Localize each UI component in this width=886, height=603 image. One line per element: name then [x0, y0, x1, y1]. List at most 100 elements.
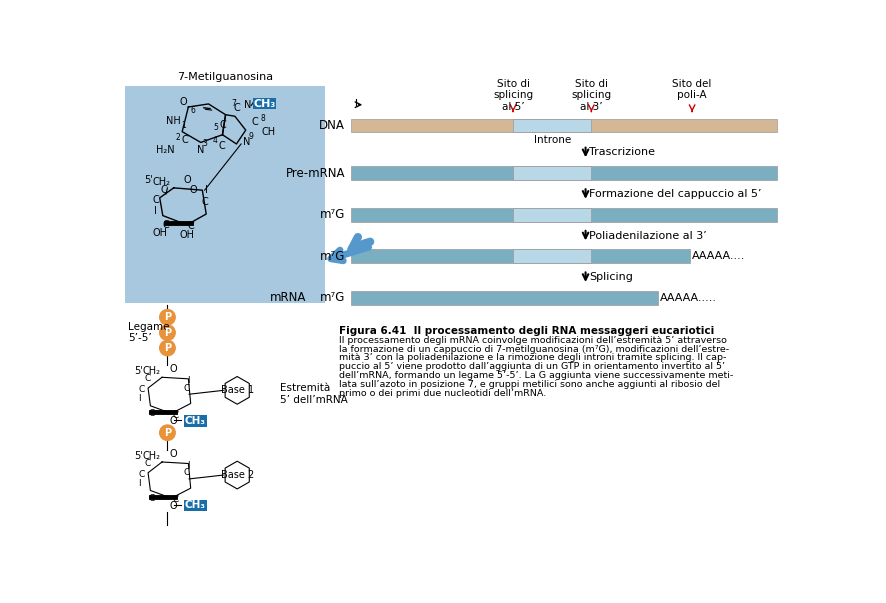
Text: I: I: [138, 394, 141, 403]
Text: puccio al 5’ viene prodotto dall’aggiunta di un GTP in orientamento invertito al: puccio al 5’ viene prodotto dall’aggiunt…: [339, 362, 725, 371]
Text: C: C: [173, 411, 179, 420]
Text: C: C: [183, 469, 190, 477]
FancyBboxPatch shape: [351, 250, 689, 264]
Text: CH: CH: [260, 127, 275, 137]
Text: C: C: [173, 495, 179, 504]
Text: OH: OH: [179, 230, 194, 240]
FancyBboxPatch shape: [351, 166, 776, 180]
Text: C: C: [220, 120, 226, 130]
Text: I: I: [187, 376, 190, 385]
Text: C: C: [218, 140, 225, 151]
Text: Pre-mRNA: Pre-mRNA: [285, 167, 345, 180]
Text: I: I: [187, 461, 190, 470]
Text: AAAAA.....: AAAAA.....: [659, 293, 717, 303]
Circle shape: [159, 340, 175, 356]
FancyBboxPatch shape: [125, 86, 324, 303]
Text: Sito di
splicing
al 5’: Sito di splicing al 5’: [493, 78, 532, 112]
Text: la formazione di un cappuccio di 7-metilguanosina (m⁷G), modificazioni dell’estr: la formazione di un cappuccio di 7-metil…: [339, 344, 729, 353]
Text: C: C: [138, 385, 144, 394]
Text: CH₃: CH₃: [184, 416, 206, 426]
Text: P: P: [164, 312, 171, 322]
Text: Poliadenilazione al 3’: Poliadenilazione al 3’: [589, 230, 706, 241]
Text: Sito di
splicing
al 3’: Sito di splicing al 3’: [571, 78, 610, 112]
FancyBboxPatch shape: [351, 291, 657, 305]
Text: O: O: [169, 364, 176, 374]
Text: Base 2: Base 2: [221, 470, 253, 480]
Text: N: N: [197, 145, 205, 155]
Text: O: O: [169, 501, 176, 511]
Text: primo o dei primi due nucleotidi dell’mRNA.: primo o dei primi due nucleotidi dell’mR…: [339, 389, 546, 398]
Text: 9: 9: [248, 132, 253, 140]
Text: 4: 4: [213, 136, 218, 145]
Text: mità 3’ con la poliadenilazione e la rimozione degli introni tramite splicing. I: mità 3’ con la poliadenilazione e la rim…: [339, 353, 726, 362]
Text: P: P: [164, 343, 171, 353]
Text: CH₂: CH₂: [143, 366, 160, 376]
Circle shape: [159, 425, 175, 440]
Text: 5: 5: [214, 122, 219, 131]
Text: Figura 6.41  Il processamento degli RNA messaggeri eucariotici: Figura 6.41 Il processamento degli RNA m…: [339, 326, 714, 336]
FancyBboxPatch shape: [183, 500, 206, 511]
FancyBboxPatch shape: [351, 119, 776, 133]
Text: Splicing: Splicing: [589, 272, 633, 282]
Text: C: C: [138, 470, 144, 479]
Text: m⁷G: m⁷G: [319, 291, 345, 305]
Text: Il processamento degli mRNA coinvolge modificazioni dell’estremità 5’ attraverso: Il processamento degli mRNA coinvolge mo…: [339, 336, 727, 345]
FancyBboxPatch shape: [512, 208, 591, 222]
Text: C: C: [144, 374, 151, 384]
Text: I: I: [205, 185, 207, 195]
Text: C: C: [148, 494, 154, 503]
Text: O: O: [180, 96, 187, 107]
Text: m⁷G: m⁷G: [319, 208, 345, 221]
Text: 5': 5': [144, 175, 152, 185]
FancyBboxPatch shape: [512, 166, 591, 180]
Text: CH₂: CH₂: [143, 451, 160, 461]
FancyBboxPatch shape: [512, 119, 591, 133]
Text: I: I: [138, 479, 141, 488]
Text: lata sull’azoto in posizione 7, e gruppi metilici sono anche aggiunti al ribosio: lata sull’azoto in posizione 7, e gruppi…: [339, 380, 719, 389]
Text: Sito del
poli-A: Sito del poli-A: [672, 78, 711, 100]
Text: CH₃: CH₃: [253, 98, 276, 109]
Text: C: C: [162, 220, 169, 230]
Text: Estremità
5’ dell’mRNA: Estremità 5’ dell’mRNA: [279, 384, 347, 405]
Text: C: C: [201, 197, 208, 207]
Text: C: C: [187, 221, 194, 232]
Text: Introne: Introne: [533, 134, 571, 145]
FancyBboxPatch shape: [512, 250, 591, 264]
Text: 8: 8: [260, 114, 265, 123]
Text: C: C: [182, 135, 189, 145]
Text: OH: OH: [152, 227, 167, 238]
Text: 7-Metilguanosina: 7-Metilguanosina: [176, 72, 273, 81]
Text: O: O: [183, 175, 190, 185]
Text: P: P: [164, 428, 171, 438]
Circle shape: [159, 325, 175, 340]
Text: 3: 3: [202, 139, 206, 148]
Text: NH: NH: [166, 116, 181, 126]
Text: C: C: [234, 103, 240, 113]
Text: C: C: [152, 195, 159, 205]
FancyBboxPatch shape: [351, 208, 776, 222]
Text: Base 1: Base 1: [221, 385, 253, 396]
Text: N: N: [243, 137, 250, 147]
Text: C: C: [144, 459, 151, 468]
Text: O: O: [190, 185, 198, 195]
Text: mRNA: mRNA: [269, 291, 306, 305]
Text: 5': 5': [135, 451, 143, 461]
Text: 6: 6: [190, 106, 195, 115]
Text: Formazione del cappuccio al 5’: Formazione del cappuccio al 5’: [589, 189, 761, 199]
Text: O: O: [169, 416, 176, 426]
Circle shape: [159, 309, 175, 325]
Text: 5': 5': [135, 366, 143, 376]
FancyBboxPatch shape: [253, 98, 276, 109]
Text: 7: 7: [230, 99, 236, 109]
Text: C: C: [252, 118, 258, 127]
Text: H₂N: H₂N: [156, 145, 175, 155]
FancyBboxPatch shape: [183, 415, 206, 426]
Text: C: C: [160, 185, 167, 195]
Text: dell’mRNA, formando un legame 5’-5’. La G aggiunta viene successivamente meti-: dell’mRNA, formando un legame 5’-5’. La …: [339, 371, 733, 380]
Text: C: C: [183, 384, 190, 393]
Text: Legame
5’-5’: Legame 5’-5’: [128, 322, 169, 344]
Text: DNA: DNA: [319, 119, 345, 132]
Text: Trascrizione: Trascrizione: [589, 148, 655, 157]
Text: C: C: [148, 409, 154, 418]
Text: m⁷G: m⁷G: [319, 250, 345, 263]
